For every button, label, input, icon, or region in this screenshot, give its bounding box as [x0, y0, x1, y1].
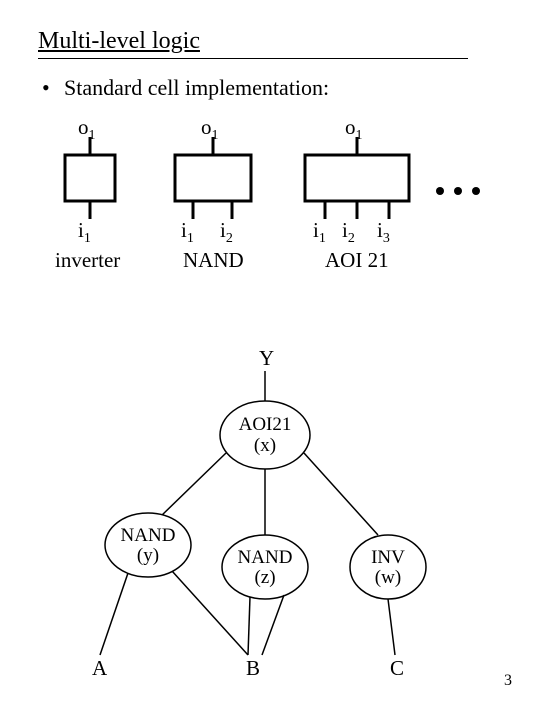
inverter-cell: o1 i1 inverter [55, 115, 120, 272]
page-number: 3 [504, 672, 512, 690]
aoi21-cell: o1 i1 i2 i3 AOI 21 [305, 115, 409, 272]
bullet-dot: • [42, 75, 64, 101]
svg-text:(x): (x) [254, 435, 276, 456]
svg-text:(w): (w) [375, 567, 401, 588]
tree-leaf-A: A [92, 656, 108, 680]
svg-text:(z): (z) [254, 567, 275, 588]
svg-text:(y): (y) [137, 545, 159, 566]
svg-text:i1: i1 [181, 218, 194, 246]
tree-leaf-B: B [246, 656, 260, 680]
svg-text:i1: i1 [313, 218, 326, 246]
svg-text:NAND: NAND [183, 248, 244, 272]
tree-output-Y: Y [259, 346, 274, 370]
svg-text:o1: o1 [345, 115, 363, 143]
svg-text:i1: i1 [78, 218, 91, 246]
svg-text:NAND: NAND [121, 525, 176, 546]
ellipsis-icon [436, 187, 480, 195]
svg-text:AOI 21: AOI 21 [325, 248, 389, 272]
svg-text:o1: o1 [201, 115, 219, 143]
svg-text:inverter: inverter [55, 248, 120, 272]
svg-text:AOI21: AOI21 [239, 414, 292, 435]
svg-text:o1: o1 [78, 115, 96, 143]
svg-text:INV: INV [371, 547, 405, 568]
svg-text:i2: i2 [342, 218, 355, 246]
svg-text:NAND: NAND [238, 547, 293, 568]
title-rule [38, 58, 468, 59]
tree-leaf-C: C [390, 656, 404, 680]
bullet-item: •Standard cell implementation: [42, 75, 329, 101]
standard-cells-diagram: o1 i1 inverter o1 i1 i2 NAND o1 i1 i2 i3… [0, 115, 540, 315]
nand-cell: o1 i1 i2 NAND [175, 115, 251, 272]
tree-diagram: Y AOI21 (x) NAND (y) NAND (z) INV (w) A … [0, 345, 540, 695]
svg-text:i2: i2 [220, 218, 233, 246]
page-title: Multi-level logic [38, 28, 200, 55]
svg-text:i3: i3 [377, 218, 390, 246]
